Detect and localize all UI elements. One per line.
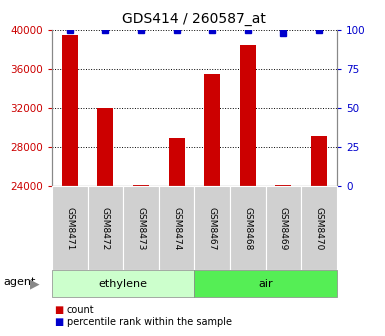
Bar (169, 138, 185, 186)
Text: ■: ■ (54, 317, 63, 327)
Text: GSM8469: GSM8469 (279, 207, 288, 250)
Bar (240, 45, 256, 186)
Text: ■: ■ (54, 305, 63, 315)
Text: percentile rank within the sample: percentile rank within the sample (67, 317, 232, 327)
Text: GSM8472: GSM8472 (101, 207, 110, 250)
Text: GSM8471: GSM8471 (65, 207, 74, 250)
Text: air: air (258, 279, 273, 289)
Bar (311, 136, 327, 186)
Bar (62, 35, 78, 186)
Bar (275, 184, 291, 186)
Text: GSM8467: GSM8467 (208, 207, 217, 250)
Text: ethylene: ethylene (99, 279, 148, 289)
Text: GSM8468: GSM8468 (243, 207, 252, 250)
Text: count: count (67, 305, 94, 315)
Bar (133, 184, 149, 186)
Bar (204, 74, 220, 186)
Text: ▶: ▶ (30, 278, 40, 290)
Title: GDS414 / 260587_at: GDS414 / 260587_at (122, 12, 266, 27)
Bar (97, 108, 114, 186)
Text: GSM8474: GSM8474 (172, 207, 181, 250)
Text: GSM8473: GSM8473 (137, 207, 146, 250)
Text: agent: agent (4, 277, 36, 287)
Text: GSM8470: GSM8470 (315, 207, 323, 250)
